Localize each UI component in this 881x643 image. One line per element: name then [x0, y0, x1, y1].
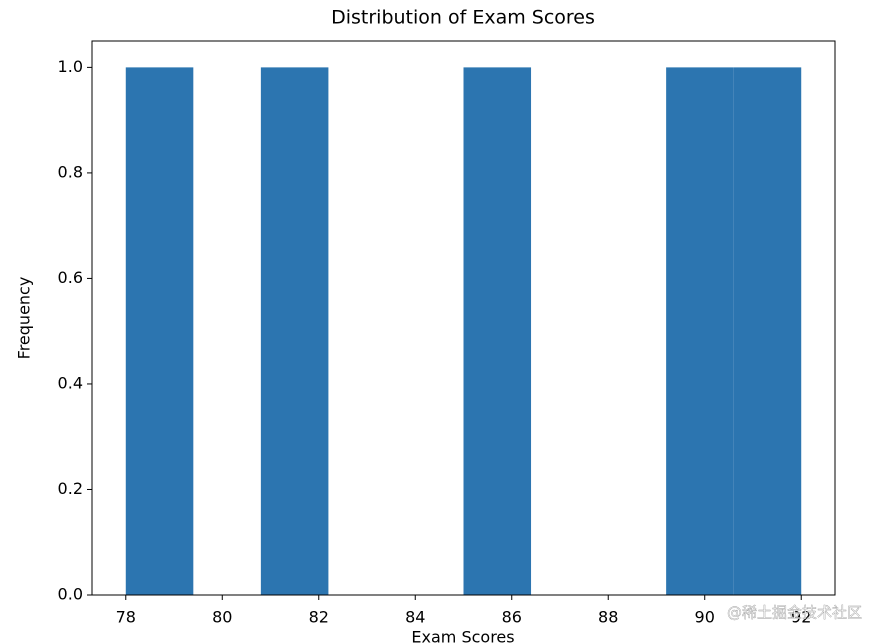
- x-tick-label: 88: [598, 608, 618, 627]
- plot-frame: [91, 40, 836, 596]
- y-tick-label: 0.4: [58, 373, 83, 392]
- y-tick-label: 0.2: [58, 479, 83, 498]
- bar: [463, 67, 532, 595]
- chart-title: Distribution of Exam Scores: [331, 7, 595, 29]
- x-tick-label: 82: [309, 608, 329, 627]
- bar: [260, 67, 329, 595]
- x-axis-label: Exam Scores: [411, 628, 514, 643]
- bar: [733, 67, 802, 595]
- bar: [666, 67, 734, 595]
- watermark: @稀土掘金技术社区: [727, 604, 862, 622]
- x-tick-label: 84: [405, 608, 425, 627]
- x-tick-label: 90: [695, 608, 715, 627]
- x-tick-label: 80: [212, 608, 232, 627]
- y-tick-label: 0.8: [58, 162, 83, 181]
- x-tick-label: 92: [791, 608, 811, 627]
- y-axis-label: Frequency: [15, 277, 34, 360]
- y-tick-label: 1.0: [58, 57, 83, 76]
- x-tick-label: 86: [502, 608, 522, 627]
- x-tick-label: 78: [116, 608, 136, 627]
- y-tick-label: 0.6: [58, 268, 83, 287]
- bar: [125, 67, 194, 595]
- y-tick-label: 0.0: [58, 585, 83, 604]
